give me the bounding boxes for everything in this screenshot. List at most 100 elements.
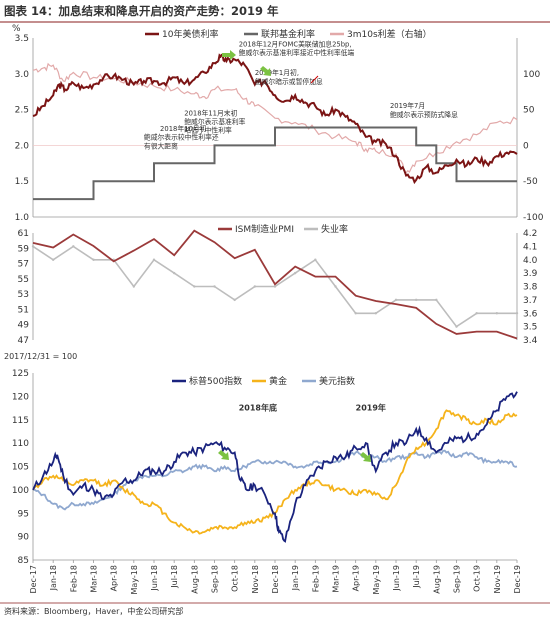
unemployment-point	[51, 258, 55, 261]
assets-x-tick: Apr-18	[110, 565, 119, 591]
green-arrow-icon	[360, 452, 371, 462]
unemployment-point	[233, 298, 236, 302]
assets-x-tick: Mar-18	[90, 565, 99, 593]
rates-y-tick: 1.0	[15, 213, 30, 223]
pmi-y-tick: 51	[18, 305, 29, 315]
assets-y-tick: 120	[12, 392, 29, 402]
unemployment-point	[515, 312, 519, 315]
rates-y-tick: 3.5	[15, 34, 29, 44]
assets-annotation: 2019年	[356, 402, 386, 412]
assets-y-tick: 95	[18, 509, 29, 519]
rates-annotation: 2019年1月初,	[255, 68, 299, 77]
unemployment-point	[31, 245, 35, 248]
assets-panel: 2017/12/31 = 100 85 90 95 100 105 110 115 120 125…	[4, 352, 522, 594]
assets-x-tick: Jan-18	[49, 565, 58, 591]
assets-x-tick: Aug-18	[190, 565, 199, 594]
rates-y-tick-right: 100	[523, 70, 540, 80]
assets-x-tick: Feb-19	[311, 565, 320, 592]
unemployment-point	[72, 245, 75, 248]
unemployment-point	[92, 258, 95, 261]
unemployment-point	[495, 312, 499, 315]
unemployment-point	[213, 285, 216, 288]
pmi-legend-label: ISM制造业PMI	[235, 223, 294, 235]
assets-legend-label: 黄金	[269, 375, 287, 387]
assets-y-tick: 110	[12, 439, 29, 449]
rates-legend-label: 3m10s利差（右轴）	[347, 28, 432, 40]
pmi-line	[32, 229, 518, 340]
pmi-y-tick: 59	[18, 244, 30, 254]
red-pointer-icon	[310, 75, 319, 84]
usd-line	[32, 449, 518, 511]
rates-y-tick-right: 0	[523, 141, 529, 151]
pmi-y-tick: 57	[18, 260, 29, 270]
rates-annotation: 略低于中性利率	[184, 126, 232, 135]
assets-x-tick: Dec-18	[271, 565, 280, 594]
unemployment-point	[193, 285, 196, 288]
rates-annotation: 鲍威尔表示较中性利率还	[144, 133, 219, 142]
assets-x-tick: Apr-19	[352, 565, 361, 591]
assets-x-tick: Dec-17	[29, 565, 38, 594]
assets-y-tick: 115	[12, 416, 29, 426]
assets-x-tick: Dec-19	[513, 565, 522, 594]
rates-annotation: 2019年7月	[390, 101, 425, 110]
assets-y-tick: 100	[12, 486, 29, 496]
fed-funds-line	[33, 126, 517, 201]
assets-x-tick: Sep-18	[211, 565, 220, 593]
unemployment-point	[475, 312, 478, 315]
unemployment-point	[354, 312, 357, 315]
assets-y-tick: 85	[18, 556, 29, 566]
assets-x-tick: Oct-18	[231, 565, 240, 592]
assets-x-tick: Jun-18	[150, 565, 159, 592]
unemployment-point	[414, 298, 418, 302]
unemp-legend-label: 失业率	[321, 223, 348, 235]
green-arrow-icon	[218, 450, 229, 460]
assets-x-tick: Jun-19	[392, 565, 401, 592]
pmi-y-tick-right: 3.6	[523, 309, 538, 319]
assets-y-tick: 90	[18, 533, 30, 543]
assets-x-tick: May-19	[372, 565, 381, 594]
rates-y-tick-right: -100	[523, 213, 544, 223]
green-arrow-icon	[260, 66, 271, 76]
rates-panel: % 1.0 1.5 2.0 2.5 3.0 3.5 -100 -50 0 50 100 10年美债利率 联…	[12, 24, 544, 223]
pmi-panel: 47 49 51 53 55 57 59 61 3.4 3.5 3.6 3.7 3.8 3.9 4.0 4.1…	[18, 223, 538, 346]
pmi-y-tick-right: 3.4	[523, 336, 538, 346]
rates-ylabel: %	[12, 24, 21, 34]
assets-legend-label: 美元指数	[319, 375, 355, 387]
figure-source: 资料来源：Bloomberg，Haver，中金公司研究部	[4, 606, 183, 616]
rates-y-tick: 3.0	[15, 70, 30, 80]
green-arrow-icon	[222, 50, 236, 60]
unemployment-point	[314, 258, 317, 261]
unemployment-point	[253, 285, 257, 288]
figure-title: 图表 14：加息结束和降息开启的资产走势：2019 年	[4, 4, 279, 18]
treasury-10y-line	[32, 53, 518, 185]
rates-annotation: 鲍威尔表示基准利率	[184, 117, 245, 126]
pmi-y-tick: 61	[18, 229, 29, 239]
assets-x-tick: Nov-19	[493, 565, 502, 593]
assets-note: 2017/12/31 = 100	[4, 352, 77, 361]
pmi-y-tick: 49	[18, 321, 30, 331]
pmi-y-tick: 53	[18, 290, 29, 300]
assets-y-tick: 105	[12, 463, 29, 473]
unemployment-point	[435, 298, 438, 302]
pmi-y-tick: 55	[18, 275, 29, 285]
unemployment-point	[394, 298, 398, 302]
pmi-y-tick-right: 3.8	[523, 283, 538, 293]
assets-annotation: 2018年底	[239, 402, 277, 412]
pmi-y-tick-right: 4.0	[523, 256, 538, 266]
spx-line	[32, 391, 518, 543]
assets-x-tick: May-18	[130, 565, 139, 594]
assets-x-tick: Mar-19	[332, 565, 341, 593]
assets-legend-label: 标普500指数	[189, 375, 242, 387]
assets-x-tick: Jul-18	[170, 565, 179, 589]
rates-y-tick: 1.5	[15, 177, 29, 187]
unemployment-point	[374, 312, 378, 315]
pmi-y-tick-right: 4.1	[523, 242, 537, 252]
rates-y-tick-right: 50	[523, 106, 535, 116]
assets-x-tick: Oct-19	[473, 565, 482, 592]
unemployment-point	[334, 285, 337, 288]
pmi-y-tick-right: 3.5	[523, 323, 537, 333]
rates-annotation: 2018年11月末初	[184, 108, 237, 117]
assets-x-tick: Jan-19	[291, 565, 300, 591]
unemployment-point	[455, 325, 458, 328]
